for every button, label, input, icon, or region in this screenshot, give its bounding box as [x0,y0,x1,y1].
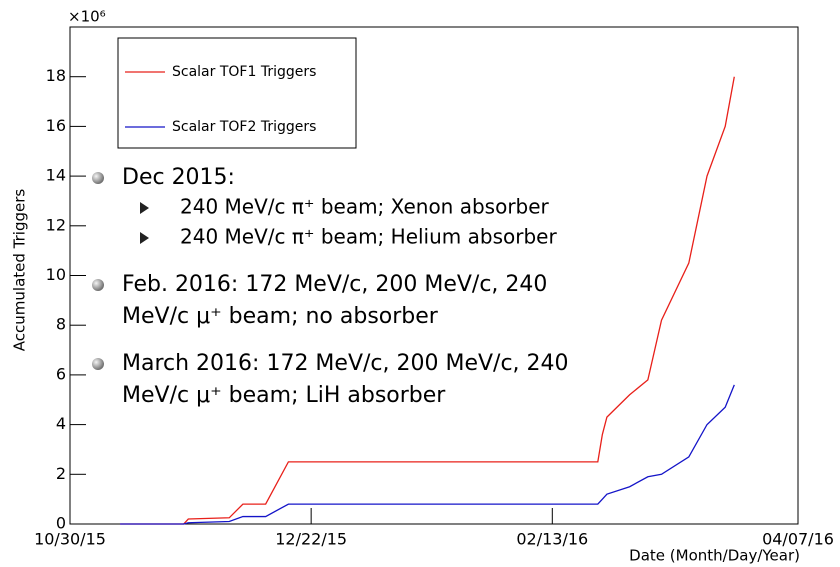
y-tick-label: 6 [56,364,66,383]
series-line [120,76,735,525]
sub-bullet [140,232,149,244]
y-tick-label: 14 [46,166,66,185]
note-item: 240 MeV/c π⁺ beam; Xenon absorber [180,195,550,219]
note-text: MeV/c μ⁺ beam; LiH absorber [122,383,446,408]
y-tick-label: 10 [46,265,66,284]
bullet [92,172,104,184]
x-tick-label: 12/22/15 [275,530,347,549]
note-item: 240 MeV/c π⁺ beam; Helium absorber [180,225,557,249]
note-text: Dec 2015: [122,165,235,190]
x-tick-label: 04/07/16 [762,530,834,549]
bullet [92,279,104,291]
legend-label: Scalar TOF1 Triggers [172,64,316,80]
sub-bullet [140,202,149,214]
series-line [120,384,735,525]
legend-label: Scalar TOF2 Triggers [172,119,316,135]
bullet [92,358,104,370]
y-exponent: ×10⁶ [68,8,106,26]
y-axis-label: Accumulated Triggers [11,189,29,352]
y-tick-label: 0 [56,514,66,533]
x-axis-label: Date (Month/Day/Year) [629,547,800,565]
y-tick-label: 4 [56,414,66,433]
x-tick-label: 10/30/15 [34,530,106,549]
y-tick-label: 8 [56,315,66,334]
x-tick-label: 02/13/16 [516,530,588,549]
note-text: MeV/c μ⁺ beam; no absorber [122,304,439,329]
note-text: March 2016: 172 MeV/c, 200 MeV/c, 240 [122,351,569,376]
y-tick-label: 12 [46,215,66,234]
legend-box [117,37,357,149]
y-tick-label: 16 [46,116,66,135]
note-text: Feb. 2016: 172 MeV/c, 200 MeV/c, 240 [122,272,547,297]
y-tick-label: 2 [56,464,66,483]
y-tick-label: 18 [46,66,66,85]
